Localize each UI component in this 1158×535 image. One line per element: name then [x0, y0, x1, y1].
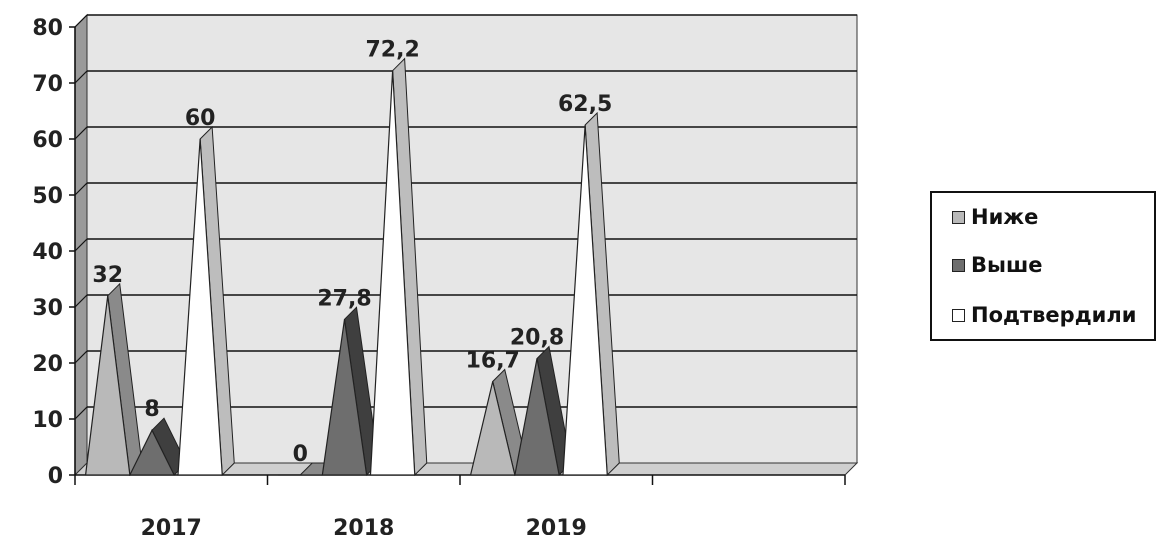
gridline-side — [74, 14, 88, 28]
gridline-side — [74, 182, 88, 196]
gridline-side — [74, 126, 88, 140]
data-label: 32 — [92, 263, 123, 288]
legend-label-nizhe: Ниже — [971, 205, 1039, 229]
spike-Ниже-2019 — [469, 381, 516, 476]
data-label: 60 — [185, 106, 216, 131]
y-tick-label: 50 — [32, 184, 63, 209]
x-tick-label: 2017 — [141, 516, 202, 535]
spike-Выше-2018 — [321, 319, 368, 476]
legend-item-vyshe: Выше — [952, 253, 1043, 277]
y-tick-label: 80 — [32, 16, 63, 41]
data-labels: 32 8 60 0 27,8 72,2 16,720,8 62,5 — [92, 38, 612, 467]
y-tick-label: 0 — [48, 464, 63, 489]
data-marks — [84, 57, 620, 477]
y-tick-label: 10 — [32, 408, 63, 433]
y-tick-label: 70 — [32, 72, 63, 97]
x-tick-label: 2019 — [526, 516, 587, 535]
y-tick-label: 40 — [32, 240, 63, 265]
data-label: 20,8 — [510, 326, 564, 351]
spike-Ниже-2017 — [84, 295, 131, 476]
legend-item-podtverdili: Подтвердили — [952, 303, 1136, 327]
legend-label-vyshe: Выше — [971, 253, 1043, 277]
legend: Ниже Выше Подтвердили — [930, 191, 1156, 341]
y-tick-label: 60 — [32, 128, 63, 153]
gridline-side — [74, 406, 88, 420]
gridline-side — [74, 350, 88, 364]
x-tick-label: 2018 — [333, 516, 394, 535]
legend-item-nizhe: Ниже — [952, 205, 1038, 229]
spike-Выше-2019 — [514, 358, 560, 476]
data-label: 8 — [144, 397, 159, 422]
y-tick-label: 20 — [32, 352, 63, 377]
data-label: 62,5 — [558, 92, 612, 117]
data-label: 0 — [293, 442, 308, 467]
chart: 0 10 20 30 40 50 60 70 80 2017 2018 2019 32 8 60 0 27,8… — [32, 13, 859, 535]
spike-Подтвердили-2018 — [369, 70, 416, 476]
legend-label-podtverdili: Подтвердили — [971, 303, 1137, 327]
gridline-side — [74, 238, 88, 252]
data-label: 16,7 — [466, 348, 520, 373]
spike-Подтвердили-2019 — [562, 124, 608, 476]
legend-swatch-vyshe — [952, 258, 965, 272]
legend-swatch-nizhe — [952, 210, 965, 224]
gridline-side — [74, 294, 88, 308]
spike-Выше-2017 — [128, 428, 176, 476]
y-tick-label: 30 — [32, 296, 63, 321]
data-label: 27,8 — [317, 286, 371, 311]
data-label: 72,2 — [365, 38, 419, 63]
spike-Подтвердили-2017 — [177, 138, 223, 476]
legend-swatch-podtverdili — [952, 308, 965, 322]
gridline-side — [74, 70, 88, 84]
